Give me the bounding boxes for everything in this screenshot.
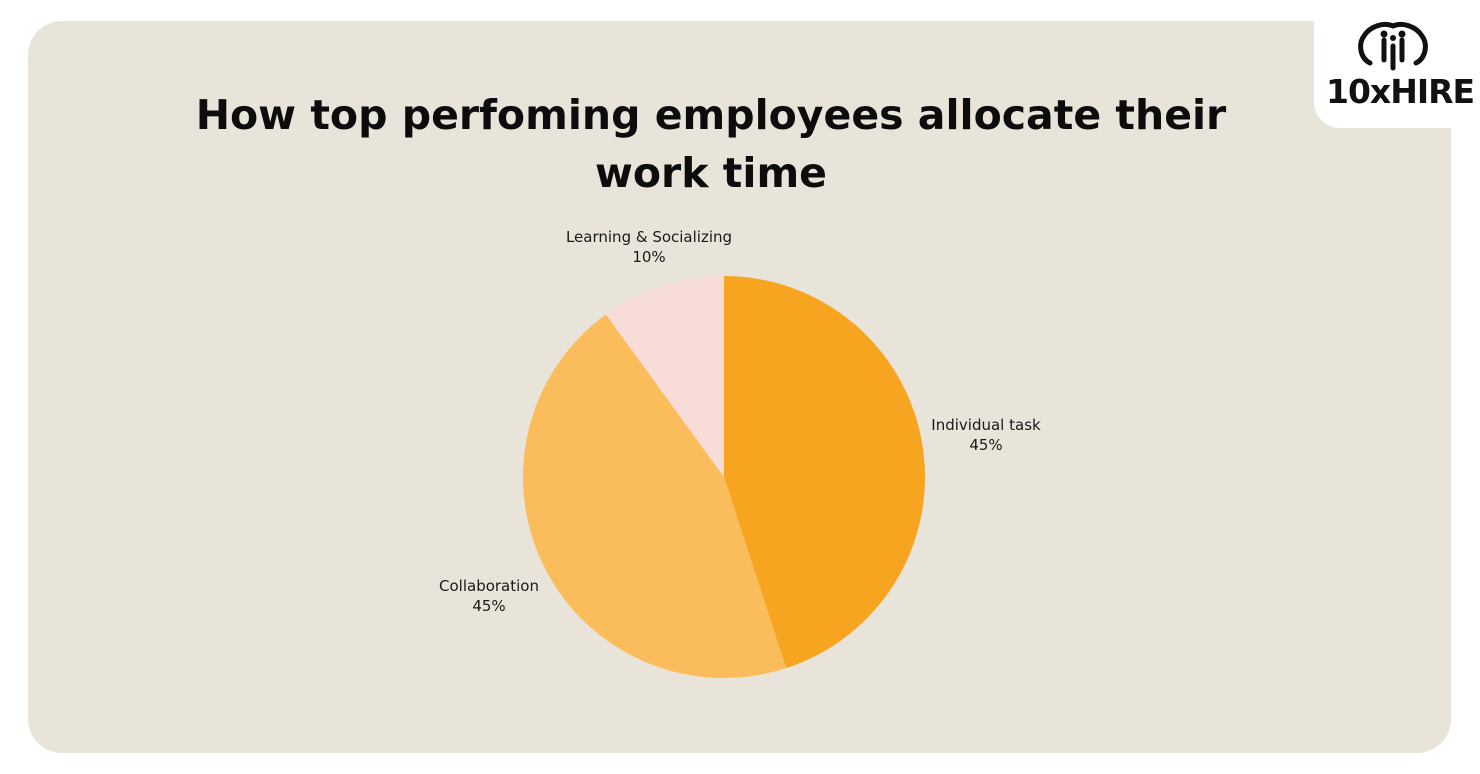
pie-slice-learning-socializing xyxy=(605,276,724,477)
slice-label: Learning & Socializing xyxy=(566,228,732,246)
chart-title: How top perfoming employees allocate the… xyxy=(195,91,1227,197)
logo-text: 10xHIRE xyxy=(1326,72,1475,111)
slice-label: Collaboration xyxy=(439,577,539,595)
brain-circuit-icon xyxy=(1358,21,1428,71)
slice-value-label: 45% xyxy=(472,597,505,615)
logo-badge: 10xHIRE xyxy=(1314,0,1480,128)
slice-label: Individual task xyxy=(931,416,1041,434)
pie-slice-individual-task xyxy=(724,276,925,669)
pie-slice-collaboration xyxy=(523,314,787,678)
slice-value-label: 10% xyxy=(632,248,665,266)
slice-value-label: 45% xyxy=(969,436,1002,454)
